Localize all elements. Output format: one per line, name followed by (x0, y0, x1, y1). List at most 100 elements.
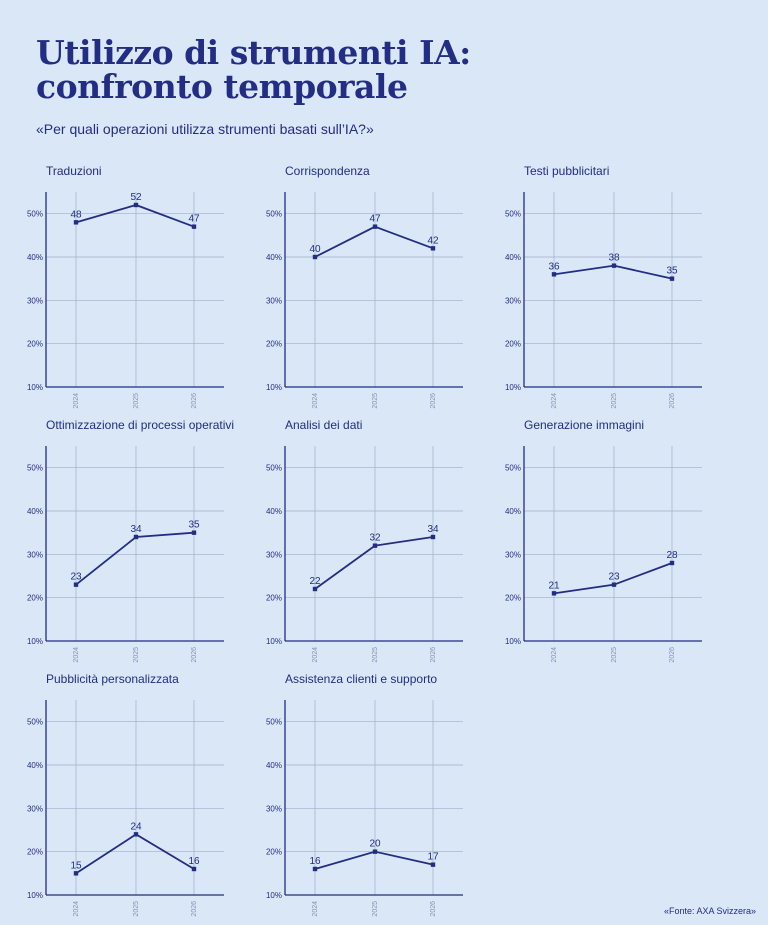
chart-title: Testi pubblicitari (524, 164, 610, 178)
x-tick-label: 2026 (669, 393, 676, 409)
data-point (191, 530, 197, 535)
x-tick-label: 2025 (611, 647, 618, 663)
y-tick-label: 50% (27, 464, 43, 473)
line-chart: 10% 20% 30% 40% 50% 2024 2025 2026 40 47 42 (266, 192, 463, 409)
y-tick-label: 20% (266, 594, 282, 603)
data-label: 24 (130, 821, 142, 832)
data-label: 36 (548, 261, 560, 272)
data-label: 16 (309, 856, 321, 867)
data-label: 17 (427, 852, 439, 863)
series-line (314, 850, 434, 870)
line-chart: 10% 20% 30% 40% 50% 2024 2025 2026 48 52 47 (27, 192, 224, 409)
data-point (312, 254, 318, 260)
x-tick-label: 2026 (191, 901, 198, 917)
data-label: 52 (130, 192, 142, 203)
y-tick-label: 40% (27, 253, 43, 262)
chart-title: Ottimizzazione di processi operativi (46, 418, 235, 432)
data-label: 34 (427, 524, 439, 535)
chart-panel: Analisi dei dati 10% 20% 30% 40% 50% 2024 2025 2… (266, 418, 475, 668)
data-point (191, 224, 197, 229)
x-tick-label: 2026 (669, 647, 676, 663)
x-tick-label: 2026 (430, 901, 437, 917)
data-point (73, 220, 79, 225)
y-tick-label: 50% (27, 210, 43, 219)
chart-panel: Assistenza clienti e supporto 10% 20% 30% 40… (266, 672, 475, 922)
data-point (430, 862, 436, 867)
data-label: 38 (608, 253, 620, 264)
page-title: Utilizzo di strumenti IA: confronto temp… (36, 36, 471, 104)
data-point (133, 534, 139, 540)
data-point (312, 866, 318, 872)
y-tick-label: 30% (27, 550, 43, 559)
title-line-1: Utilizzo di strumenti IA: (36, 33, 471, 72)
data-point (372, 224, 378, 229)
data-point (191, 866, 197, 872)
chart-title: Assistenza clienti e supporto (285, 672, 438, 686)
line-chart: 10% 20% 30% 40% 50% 2024 2025 2026 15 24 16 (27, 700, 224, 917)
chart-title: Corrispondenza (285, 164, 370, 178)
x-tick-label: 2025 (372, 647, 379, 663)
x-tick-label: 2025 (133, 393, 140, 409)
y-tick-label: 30% (505, 296, 521, 305)
data-label: 42 (427, 235, 439, 246)
data-point (551, 272, 557, 277)
x-tick-label: 2024 (73, 647, 80, 663)
x-tick-label: 2024 (312, 647, 319, 663)
series-line (75, 833, 195, 875)
y-tick-label: 30% (266, 296, 282, 305)
chart-panel: Traduzioni 10% 20% 30% 40% 50% 2024 2025 2026 48 5… (27, 164, 236, 414)
data-point (73, 871, 79, 876)
line-chart: 10% 20% 30% 40% 50% 2024 2025 2026 36 38 35 (505, 192, 702, 409)
y-tick-label: 50% (266, 210, 282, 219)
y-tick-label: 40% (266, 507, 282, 516)
x-tick-label: 2024 (551, 393, 558, 409)
y-tick-label: 20% (266, 848, 282, 857)
y-tick-label: 10% (266, 383, 282, 392)
subtitle: «Per quali operazioni utilizza strumenti… (36, 121, 374, 137)
x-tick-label: 2024 (73, 901, 80, 917)
data-point (73, 582, 79, 587)
y-tick-label: 40% (266, 253, 282, 262)
line-chart: 10% 20% 30% 40% 50% 2024 2025 2026 21 23 28 (505, 446, 702, 663)
source-note: «Fonte: AXA Svizzera» (663, 906, 756, 916)
data-label: 28 (666, 550, 678, 561)
chart-title: Pubblicità personalizzata (46, 672, 179, 686)
data-label: 15 (70, 860, 82, 871)
y-tick-label: 20% (27, 848, 43, 857)
x-tick-label: 2026 (191, 647, 198, 663)
series-line (314, 225, 434, 258)
chart-panel: Testi pubblicitari 10% 20% 30% 40% 50% 2024 202… (505, 164, 714, 414)
data-point (312, 586, 318, 592)
y-tick-label: 10% (27, 383, 43, 392)
data-label: 48 (70, 209, 82, 220)
x-tick-label: 2025 (372, 901, 379, 917)
data-point (372, 849, 378, 854)
y-tick-label: 40% (505, 507, 521, 516)
series-line (75, 204, 195, 228)
y-tick-label: 20% (505, 594, 521, 603)
x-tick-label: 2025 (133, 901, 140, 917)
x-tick-label: 2025 (372, 393, 379, 409)
y-tick-label: 20% (266, 340, 282, 349)
data-point (551, 591, 557, 596)
chart-title: Analisi dei dati (285, 418, 363, 432)
y-tick-label: 30% (266, 804, 282, 813)
chart-panel: Pubblicità personalizzata 10% 20% 30% 40% 50%… (27, 672, 236, 922)
y-tick-label: 20% (27, 340, 43, 349)
data-label: 35 (666, 266, 678, 277)
x-tick-label: 2024 (551, 647, 558, 663)
data-label: 34 (130, 524, 142, 535)
x-tick-label: 2024 (312, 901, 319, 917)
y-tick-label: 50% (27, 718, 43, 727)
y-tick-label: 10% (505, 383, 521, 392)
y-tick-label: 50% (505, 210, 521, 219)
data-point (430, 246, 436, 251)
y-tick-label: 40% (27, 507, 43, 516)
title-line-2: confronto temporale (36, 67, 408, 106)
y-tick-label: 10% (27, 891, 43, 900)
data-label: 40 (309, 244, 321, 255)
data-label: 23 (608, 572, 620, 583)
y-tick-label: 50% (505, 464, 521, 473)
data-point (133, 832, 139, 837)
data-label: 22 (309, 576, 321, 587)
